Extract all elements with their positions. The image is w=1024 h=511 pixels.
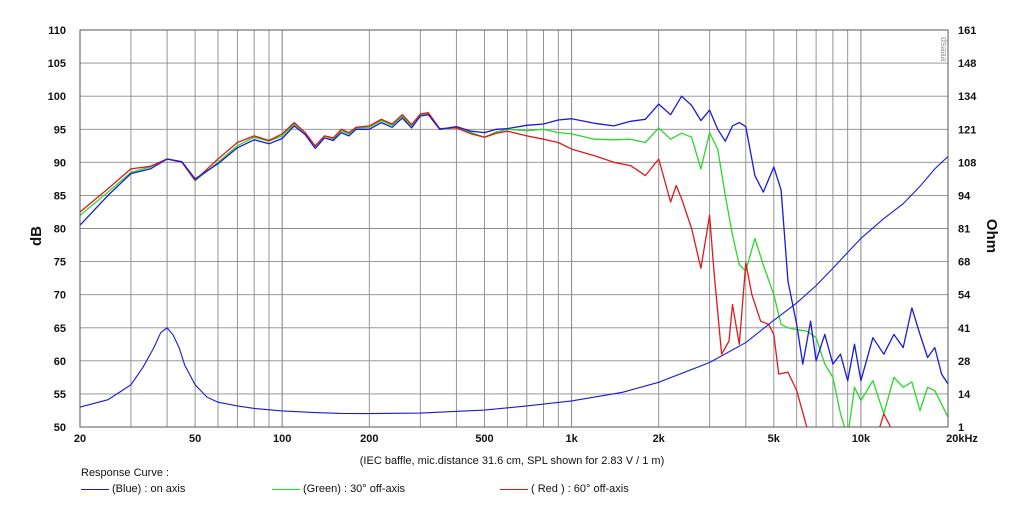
legend-label: ( Red ) : 60° off-axis: [531, 483, 629, 495]
spl-series-0: [80, 112, 948, 427]
y2-tick-label: 81: [958, 224, 970, 236]
x-tick-label: 50: [189, 433, 201, 445]
y-tick-label: 90: [54, 157, 66, 169]
y2-tick-label: 1: [958, 422, 964, 434]
y-tick-label: 55: [54, 389, 66, 401]
legend-label: (Green) : 30° off-axis: [303, 483, 406, 495]
y-tick-label: 80: [54, 224, 66, 236]
plot-frame: [79, 29, 949, 428]
plot-area: [80, 95, 948, 427]
y2-axis-label: Ohm: [983, 219, 1000, 253]
legend-item-red: ( Red ) : 60° off-axis: [500, 483, 629, 495]
y2-tick-label: 68: [958, 257, 970, 269]
x-tick-label: 20kHz: [946, 433, 978, 445]
y-tick-label: 50: [54, 422, 66, 434]
y-tick-label: 105: [48, 58, 66, 70]
y2-tick-label: 161: [958, 25, 976, 37]
y-tick-label: 110: [48, 25, 66, 37]
watermark: dsaaa: [939, 37, 949, 62]
x-tick-label: 2k: [653, 433, 666, 445]
grid-lines: [79, 30, 949, 427]
y2-tick-label: 121: [958, 124, 976, 136]
y-axis-label: dB: [28, 226, 45, 246]
legend-label: (Blue) : on axis: [112, 483, 186, 495]
y2-tick-label: 14: [958, 389, 971, 401]
y2-axis-ticks: 161 148 134 121 108 94 81 68 54 41 28 14 1: [958, 25, 977, 434]
x-tick-label: 5k: [768, 433, 781, 445]
legend-swatch: [81, 488, 109, 490]
legend-item-blue: (Blue) : on axis: [81, 483, 185, 495]
y-tick-label: 65: [54, 323, 66, 335]
y-axis-ticks: 110 105 100 95 90 85 80 75 70 65 60 55 50: [48, 25, 66, 434]
y-tick-label: 70: [54, 290, 66, 302]
y-tick-label: 75: [54, 257, 66, 269]
spl-series-1: [80, 112, 892, 427]
y-tick-label: 100: [48, 91, 66, 103]
legend-item-green: (Green) : 30° off-axis: [272, 483, 405, 495]
y2-tick-label: 108: [958, 157, 976, 169]
spl-series-2: [80, 95, 948, 385]
y2-tick-label: 148: [958, 58, 976, 70]
legend-swatch: [500, 488, 528, 490]
series-layer: [80, 95, 948, 427]
y2-tick-label: 28: [958, 356, 970, 368]
x-tick-label: 200: [360, 433, 378, 445]
legend-title: Response Curve :: [81, 467, 170, 479]
y2-tick-label: 41: [958, 323, 970, 335]
x-tick-label: 1k: [565, 433, 578, 445]
y2-tick-label: 94: [958, 190, 971, 202]
y-tick-label: 95: [54, 124, 66, 136]
y2-tick-label: 134: [958, 91, 977, 103]
x-tick-label: 100: [273, 433, 291, 445]
x-axis-ticks: 20 50 100 200 500 1k 2k 5k 10k 20kHz: [74, 433, 979, 445]
x-tick-label: 500: [475, 433, 493, 445]
y-tick-label: 85: [54, 190, 66, 202]
impedance-curve: [80, 156, 948, 415]
measurement-caption: (IEC baffle, mic.distance 31.6 cm, SPL s…: [359, 455, 665, 467]
y2-tick-label: 54: [958, 290, 971, 302]
x-tick-label: 20: [74, 433, 86, 445]
y-tick-label: 60: [54, 356, 66, 368]
x-tick-label: 10k: [852, 433, 871, 445]
legend-swatch: [272, 488, 300, 490]
